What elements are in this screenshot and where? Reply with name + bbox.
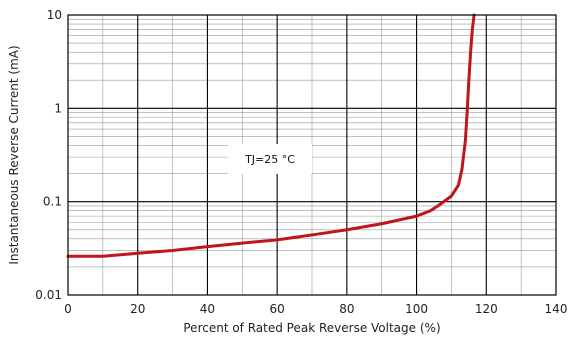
x-tick-label: 100 — [405, 302, 428, 316]
x-tick-label: 60 — [270, 302, 285, 316]
series-line-0 — [66, 13, 476, 258]
x-tick-label: 0 — [64, 302, 72, 316]
x-tick-label: 120 — [475, 302, 498, 316]
y-tick-label: 0.1 — [43, 195, 62, 209]
y-tick-label: 10 — [47, 8, 62, 22]
x-tick-label: 80 — [339, 302, 354, 316]
series-layer — [66, 13, 476, 258]
y-tick-label: 0.01 — [35, 288, 62, 302]
y-tick-label: 1 — [54, 101, 62, 115]
x-tick-label: 20 — [130, 302, 145, 316]
x-tick-label: 140 — [545, 302, 568, 316]
x-axis-title: Percent of Rated Peak Reverse Voltage (%… — [183, 321, 440, 335]
x-tick-labels: 0 20 40 60 80 100 120 140 — [64, 302, 567, 316]
y-tick-labels: 0.01 0.1 1 10 — [35, 8, 62, 302]
y-axis-title: Instantaneous Reverse Current (mA) — [7, 45, 21, 264]
annotation-box: TJ=25 °C — [228, 144, 312, 174]
plot-frame — [67, 14, 557, 296]
x-tick-label: 40 — [200, 302, 215, 316]
annotation-text: TJ=25 °C — [244, 153, 295, 166]
